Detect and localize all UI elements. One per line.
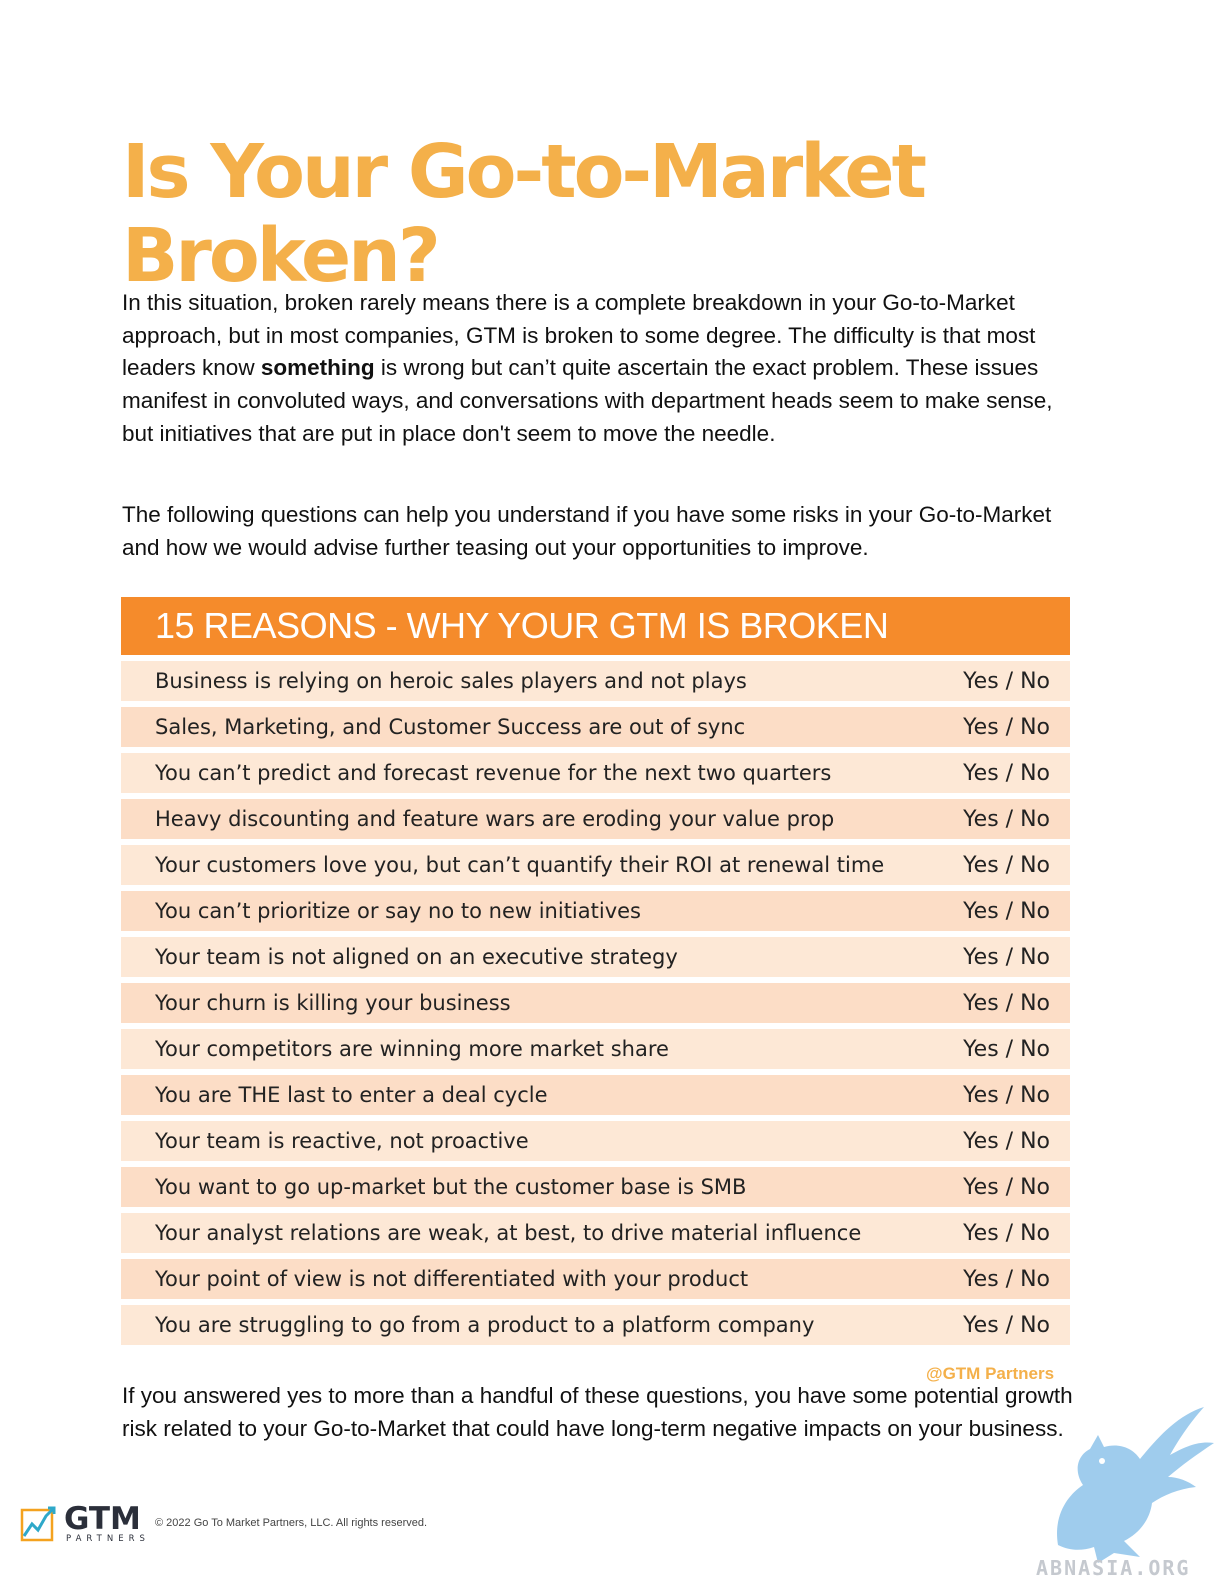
table-row: Your point of view is not differentiated…: [121, 1259, 1070, 1299]
table-row: You can’t predict and forecast revenue f…: [121, 753, 1070, 793]
reason-text: Heavy discounting and feature wars are e…: [155, 807, 835, 831]
chart-growth-icon: [20, 1506, 56, 1542]
table-row: Your customers love you, but can’t quant…: [121, 845, 1070, 885]
yes-no-answer: Yes / No: [963, 1082, 1050, 1108]
table-header: 15 REASONS - WHY YOUR GTM IS BROKEN: [121, 597, 1070, 655]
yes-no-answer: Yes / No: [963, 1174, 1050, 1200]
yes-no-answer: Yes / No: [963, 944, 1050, 970]
intro-text-end: is wrong but can’t quite ascertain the e…: [122, 355, 1053, 446]
reason-text: Your churn is killing your business: [155, 991, 511, 1015]
table-row: You are struggling to go from a product …: [121, 1305, 1070, 1345]
reason-text: Your competitors are winning more market…: [155, 1037, 669, 1061]
reason-text: You can’t predict and forecast revenue f…: [155, 761, 832, 785]
table-row: Sales, Marketing, and Customer Success a…: [121, 707, 1070, 747]
gtm-logo: GTM PARTNERS: [20, 1502, 150, 1546]
table-row: You can’t prioritize or say no to new in…: [121, 891, 1070, 931]
reason-text: Your analyst relations are weak, at best…: [155, 1221, 862, 1245]
yes-no-answer: Yes / No: [963, 1036, 1050, 1062]
reason-text: You can’t prioritize or say no to new in…: [155, 899, 641, 923]
yes-no-answer: Yes / No: [963, 1128, 1050, 1154]
yes-no-answer: Yes / No: [963, 990, 1050, 1016]
yes-no-answer: Yes / No: [963, 1312, 1050, 1338]
yes-no-answer: Yes / No: [963, 806, 1050, 832]
table-row: Your analyst relations are weak, at best…: [121, 1213, 1070, 1253]
table-row: Your churn is killing your business Yes /…: [121, 983, 1070, 1023]
reasons-table: 15 REASONS - WHY YOUR GTM IS BROKEN Busi…: [121, 597, 1070, 1345]
table-row: Your team is reactive, not proactive Yes …: [121, 1121, 1070, 1161]
reason-text: You want to go up-market but the custome…: [155, 1175, 747, 1199]
conclusion-paragraph: If you answered yes to more than a handf…: [122, 1383, 1073, 1441]
page-title: Is Your Go-to-Market Broken?: [122, 129, 927, 299]
reason-text: Your team is not aligned on an executive…: [155, 945, 678, 969]
yes-no-answer: Yes / No: [963, 1266, 1050, 1292]
yes-no-answer: Yes / No: [963, 668, 1050, 694]
griffin-icon: [1057, 1407, 1214, 1563]
reason-text: Your team is reactive, not proactive: [155, 1129, 529, 1153]
reason-text: Your customers love you, but can’t quant…: [155, 853, 885, 877]
table-row: Your competitors are winning more market…: [121, 1029, 1070, 1069]
watermark-text: ABNASIA.ORG: [1036, 1556, 1191, 1580]
credit-label: @GTM Partners: [926, 1364, 1055, 1383]
table-row: Your team is not aligned on an executive…: [121, 937, 1070, 977]
yes-no-answer: Yes / No: [963, 714, 1050, 740]
reason-text: Sales, Marketing, and Customer Success a…: [155, 715, 746, 739]
logo-text: GTM: [64, 1501, 141, 1537]
table-row: You want to go up-market but the custome…: [121, 1167, 1070, 1207]
yes-no-answer: Yes / No: [963, 760, 1050, 786]
logo-subtext: PARTNERS: [66, 1534, 150, 1544]
reason-text: You are struggling to go from a product …: [155, 1313, 815, 1337]
table-row: Heavy discounting and feature wars are e…: [121, 799, 1070, 839]
yes-no-answer: Yes / No: [963, 898, 1050, 924]
table-row: You are THE last to enter a deal cycle Ye…: [121, 1075, 1070, 1115]
intro-bold-word: something: [260, 355, 375, 381]
reason-text: Your point of view is not differentiated…: [155, 1267, 749, 1291]
table-row: Business is relying on heroic sales play…: [121, 661, 1070, 701]
table-rows: Business is relying on heroic sales play…: [121, 661, 1070, 1345]
reason-text: You are THE last to enter a deal cycle: [155, 1083, 548, 1107]
yes-no-answer: Yes / No: [963, 852, 1050, 878]
copyright-text: © 2022 Go To Market Partners, LLC. All r…: [155, 1517, 428, 1529]
reason-text: Business is relying on heroic sales play…: [155, 669, 747, 693]
intro-text-start: In this situation, broken rarely means t…: [122, 290, 1036, 381]
lead-in-paragraph: The following questions can help you und…: [122, 502, 1052, 560]
intro-paragraph: In this situation, broken rarely means t…: [122, 287, 1062, 451]
yes-no-answer: Yes / No: [963, 1220, 1050, 1246]
